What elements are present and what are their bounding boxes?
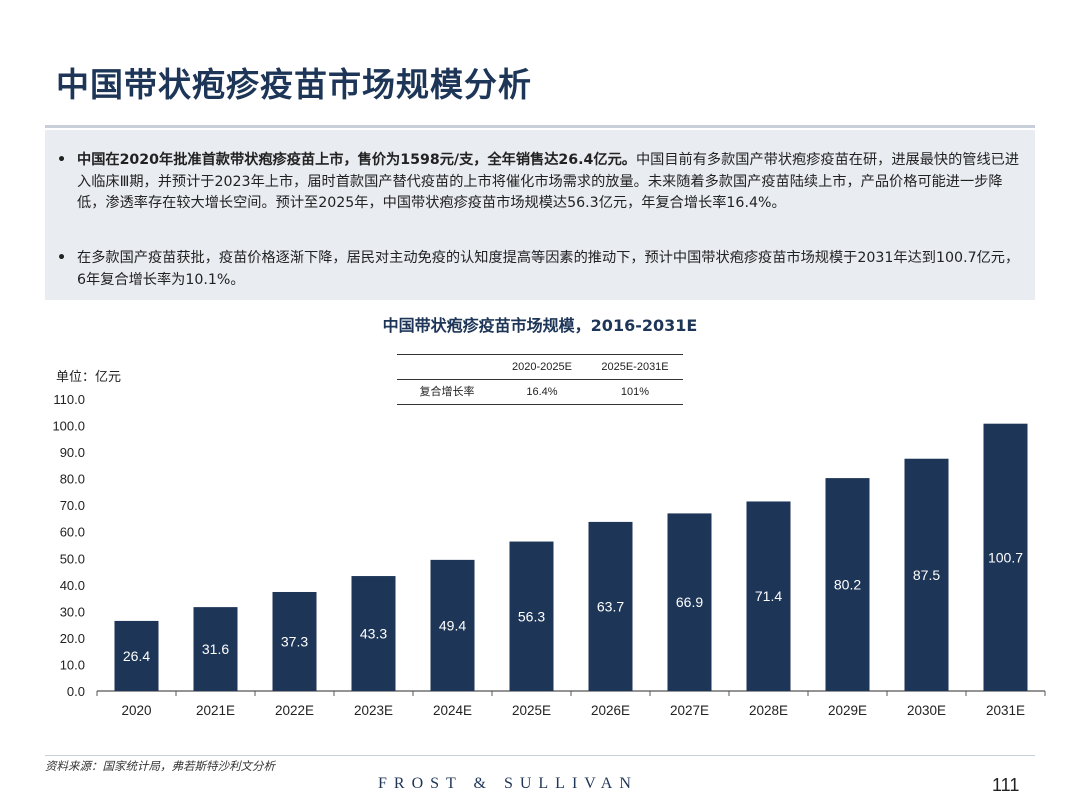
bullet-1-text: 中国目前有多款国产带状疱疹疫苗在研，进展最快的管线已进入临床Ⅲ期，并预计于202… [77,152,1020,211]
cagr-header-row: 2020-2025E 2025E-2031E [397,354,683,379]
bar [746,501,791,691]
bar [983,423,1028,691]
bar-value-label: 71.4 [755,588,782,604]
bar [114,620,159,691]
bar-value-label: 66.9 [676,594,703,610]
bullet-2-text: 在多款国产疫苗获批，疫苗价格逐渐下降，居民对主动免疫的认知度提高等因素的推动下，… [77,250,1020,288]
bar [272,591,317,691]
bullet-2: • 在多款国产疫苗获批，疫苗价格逐渐下降，居民对主动免疫的认知度提高等因素的推动… [57,248,1022,291]
bar-chart: 0.0 10.0 20.0 30.0 40.0 50.0 60.0 70.0 80.0 90.0 1… [52,392,1046,718]
bar [825,478,870,691]
bullet-1: • 中国在2020年批准首款带状疱疹疫苗上市，售价为1598元/支，全年销售达2… [57,150,1022,215]
bullet-marker: • [57,250,67,266]
summary-box: • 中国在2020年批准首款带状疱疹疫苗上市，售价为1598元/支，全年销售达2… [45,130,1035,300]
cagr-value-row: 复合增长率 16.4% 101% [397,379,683,405]
cagr-row-label: 复合增长率 [419,386,475,398]
y-tick-label: 70.0 [60,498,85,513]
y-tick-label: 60.0 [60,525,85,540]
cagr-value-2: 101% [620,386,650,398]
bar [588,521,633,691]
y-tick-label: 90.0 [60,445,85,460]
x-tick-label: 2029E [828,703,867,718]
x-tick-label: 2031E [986,703,1025,718]
bullet-marker: • [57,152,67,168]
bar [351,576,396,691]
page-title: 中国带状疱疹疫苗市场规模分析 [56,65,532,104]
y-tick-label: 80.0 [60,472,85,487]
y-tick-label: 50.0 [60,551,85,566]
cagr-header-2: 2025E-2031E [601,361,669,373]
y-tick-label: 40.0 [60,578,85,593]
bar-value-label: 100.7 [988,549,1023,565]
page-number: 111 [992,775,1020,795]
x-tick-label: 2030E [907,703,946,718]
x-tick-label: 2025E [512,703,551,718]
x-tick-label: 2022E [275,703,314,718]
bar [193,607,238,691]
chart-title: 中国带状疱疹疫苗市场规模，2016-2031E [382,316,698,335]
y-tick-label: 30.0 [60,604,85,619]
footer-divider [45,755,1035,756]
bar-value-label: 87.5 [913,567,940,583]
y-tick-label: 10.0 [60,657,85,672]
x-tick-label: 2028E [749,703,788,718]
bar [509,541,554,691]
x-tick-label: 2021E [196,703,235,718]
y-tick-label: 110.0 [53,392,85,407]
cagr-header-1: 2020-2025E [512,361,572,373]
bar-value-label: 49.4 [439,617,466,633]
bar-value-label: 31.6 [202,641,229,657]
x-tick-label: 2020 [121,703,151,718]
x-tick-label: 2027E [670,703,709,718]
y-tick-label: 20.0 [60,631,85,646]
bullet-1-bold: 中国在2020年批准首款带状疱疹疫苗上市，售价为1598元/支，全年销售达26.… [77,152,636,168]
bar-value-label: 80.2 [834,577,861,593]
bar [430,559,475,691]
brand-logo: FROST & SULLIVAN [378,775,638,792]
bar-value-label: 56.3 [518,608,545,624]
cagr-table: 2020-2025E 2025E-2031E 复合增长率 16.4% 101% [397,354,683,405]
bar-value-label: 26.4 [123,648,150,664]
x-tick-label: 2024E [433,703,472,718]
x-tick-label: 2023E [354,703,393,718]
bar-value-label: 43.3 [360,626,387,642]
unit-label: 单位：亿元 [56,369,122,384]
bar-value-label: 37.3 [281,633,308,649]
y-tick-label: 0.0 [67,684,85,699]
bar [904,458,949,691]
y-tick-label: 100.0 [52,419,85,434]
title-divider [45,125,1035,128]
source-note: 资料来源：国家统计局，弗若斯特沙利文分析 [45,759,275,773]
x-tick-label: 2026E [591,703,630,718]
cagr-value-1: 16.4% [526,386,558,398]
bar-value-label: 63.7 [597,598,624,614]
bar [667,513,712,691]
